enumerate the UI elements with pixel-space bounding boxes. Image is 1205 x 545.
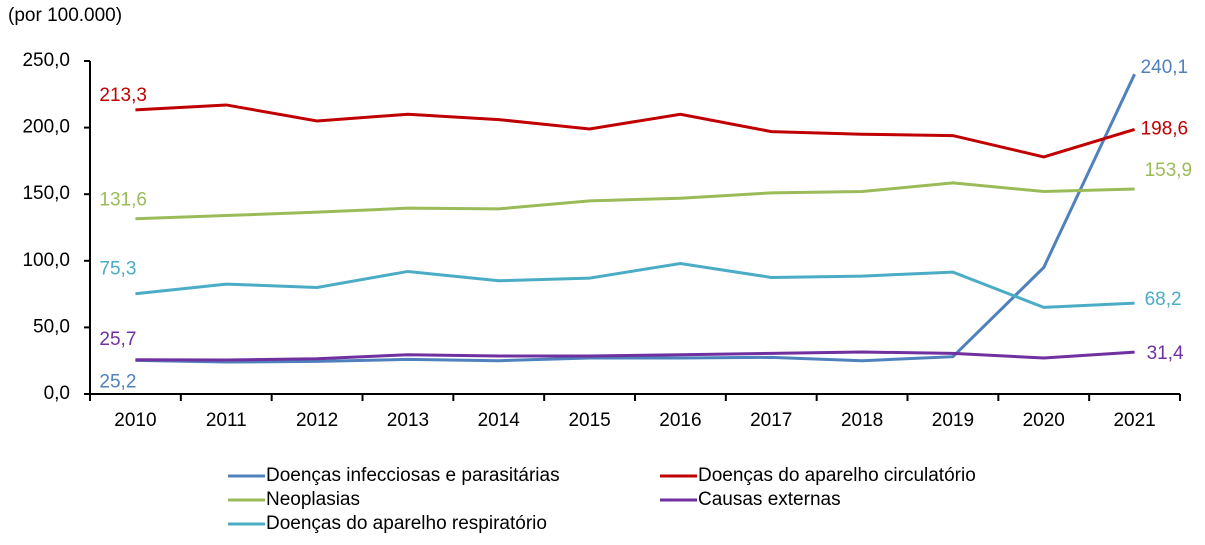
x-tick-label: 2011 [206,410,247,431]
data-label: 31,4 [1147,343,1184,364]
x-tick-label: 2012 [296,410,338,431]
data-label: 131,6 [99,190,147,211]
series-line [135,181,1135,221]
y-tick-label: 200,0 [22,117,70,138]
y-tick-label: 150,0 [22,183,70,204]
legend-label: Neoplasias [266,489,360,510]
x-tick-label: 2018 [841,410,883,431]
x-tick-label: 2014 [478,410,521,431]
legend-label: Causas externas [698,489,841,510]
legend-label: Doenças infecciosas e parasitárias [266,465,560,486]
series-line [135,103,1136,159]
y-tick-label: 50,0 [33,316,70,337]
x-tick-label: 2021 [1113,410,1155,431]
x-tick-label: 2016 [659,410,701,431]
legend-label: Doenças do aparelho circulatório [698,465,976,486]
y-tick-label: 100,0 [22,250,70,271]
data-label: 68,2 [1145,289,1182,310]
x-tick-label: 2013 [387,410,429,431]
x-tick-label: 2019 [932,410,974,431]
series-line [135,261,1135,309]
data-label: 240,1 [1141,57,1189,78]
y-tick-label: 0,0 [44,383,70,404]
chart-subtitle: (por 100.000) [8,5,122,26]
x-tick-label: 2020 [1023,410,1065,431]
x-tick-label: 2017 [750,410,792,431]
data-label: 153,9 [1145,160,1193,181]
x-tick-label: 2010 [114,410,156,431]
legend-label: Doenças do aparelho respiratório [266,513,547,534]
data-label: 25,2 [99,371,136,392]
series-line [135,73,1136,364]
y-tick-label: 250,0 [22,50,70,71]
data-label: 198,6 [1141,118,1189,139]
data-label: 213,3 [99,85,147,106]
series-line [135,350,1135,362]
data-label: 75,3 [99,259,136,280]
data-label: 25,7 [99,329,136,350]
x-tick-label: 2015 [568,410,610,431]
